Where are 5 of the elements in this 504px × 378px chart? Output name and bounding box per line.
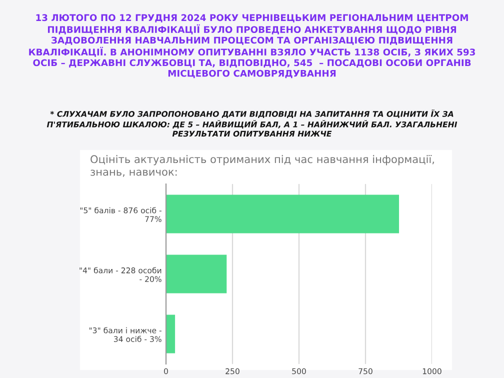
chart-title: 13 ЛЮТОГО ПО 12 ГРУДНЯ 2024 РОКУ ЧЕРНІВЕЦЬКИМ РЕГІОНАЛЬНИМ ЦЕНТРОМ ПІДВИЩЕННЯ КВАЛІФІКАЦІЇ БУЛО ПРОВЕДЕНО АНКЕТУВАННЯ ЩОДО РІВНЯ ЗАДОВОЛЕННЯ НАВЧАЛЬНИМ ПРОЦЕСОМ ТА ОРГАНІЗАЦІЄЮ ПІДВИЩЕННЯ КВАЛІФІКАЦІЇ. В АНОНІМНОМУ ОПИТУВАННІ ВЗЯЛО УЧАСТЬ 1138 ОСІБ, З ЯКИХ 593 ОСІБ – ДЕРЖАВНІ СЛУЖБОВЦІ ТА, ВІДПОВІДНО, 545 – ПОСАДОВІ ОСОБИ ОРГАНІВ МІСЦЕВОГО САМОВРЯДУВАННЯ — [29, 14, 475, 78]
bar — [166, 194, 400, 234]
bar — [166, 254, 227, 294]
bar — [166, 314, 176, 354]
text: Оцініть актуальність отриманих під час навчання інформації, знань, навичок: — [90, 155, 434, 177]
